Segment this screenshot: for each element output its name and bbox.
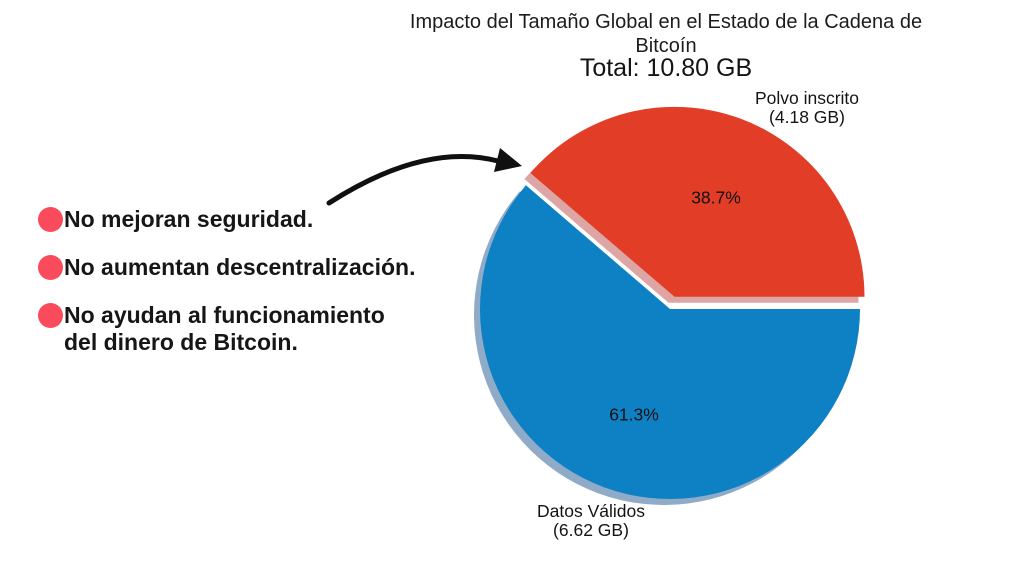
pie-slice-0	[530, 106, 865, 297]
pie-wedge-layer	[480, 106, 865, 500]
pie-slice-label-size: (4.18 GB)	[769, 107, 845, 127]
chart-title-line2: Bitcoín	[635, 35, 697, 57]
pie-slice-1	[480, 185, 860, 500]
bullet-text: No mejoran seguridad.	[64, 206, 313, 233]
pie-percent-label: 38.7%	[691, 187, 741, 208]
chart-total-label: Total: 10.80 GB	[579, 54, 753, 82]
bullet-line: No ayudan al funcionamiento	[64, 302, 385, 328]
pie-slice-label: Datos Válidos (6.62 GB)	[537, 502, 645, 540]
pie-slice-label: Polvo inscrito (4.18 GB)	[755, 89, 859, 127]
bullet-text: No ayudan al funcionamiento del dinero d…	[64, 302, 385, 356]
pie-slice-label-name: Polvo inscrito	[754, 88, 860, 108]
pie-slice-label-size: (6.62 GB)	[553, 520, 629, 540]
bullet-item: No aumentan descentralización.	[38, 254, 415, 281]
bullet-item: No mejoran seguridad.	[38, 206, 415, 233]
pie-slice-label-name: Datos Válidos	[537, 501, 645, 521]
bullet-item: No ayudan al funcionamiento del dinero d…	[38, 302, 415, 356]
bullet-line: No mejoran seguridad.	[64, 206, 314, 232]
bullet-dot-icon	[38, 303, 63, 328]
bullet-line: del dinero de Bitcoin.	[64, 329, 298, 355]
annotation-arrow-icon	[326, 148, 522, 206]
bullet-line: No aumentan descentralización.	[64, 254, 416, 280]
annotation-bullet-list: No mejoran seguridad. No aumentan descen…	[38, 206, 415, 377]
pie-percent-label: 61.3%	[609, 404, 659, 425]
bullet-dot-icon	[38, 207, 63, 232]
chart-title: Impacto del Tamaño Global en el Estado d…	[336, 10, 996, 58]
chart-title-line1: Impacto del Tamaño Global en el Estado d…	[409, 11, 923, 33]
bullet-text: No aumentan descentralización.	[64, 254, 415, 281]
bullet-dot-icon	[38, 255, 63, 280]
